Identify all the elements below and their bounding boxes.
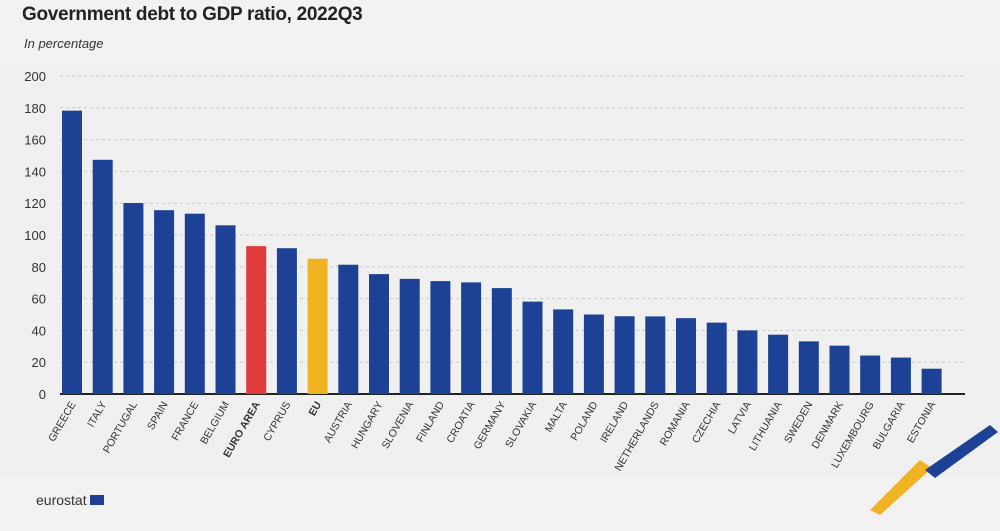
y-tick-label: 0 xyxy=(39,387,46,402)
bar-greece xyxy=(62,110,82,395)
y-tick-label: 40 xyxy=(32,323,46,338)
bar-spain xyxy=(154,210,175,394)
bar-bulgaria xyxy=(890,357,911,394)
bar-denmark xyxy=(829,345,850,394)
decorative-yellow-stripe xyxy=(870,460,932,515)
bar-slovakia xyxy=(522,301,543,394)
eurostat-logo: eurostat xyxy=(36,492,104,508)
y-tick-label: 180 xyxy=(24,101,46,116)
chart-subtitle: In percentage xyxy=(24,36,104,51)
y-tick-label: 140 xyxy=(24,164,46,179)
bar-netherlands xyxy=(645,316,666,394)
bar-malta xyxy=(553,309,574,394)
y-tick-label: 100 xyxy=(24,228,46,243)
y-tick-label: 80 xyxy=(32,260,46,275)
decorative-blue-stripe xyxy=(925,425,998,478)
bar-portugal xyxy=(123,203,144,394)
chart-title: Government debt to GDP ratio, 2022Q3 xyxy=(22,4,363,25)
bar-latvia xyxy=(737,330,758,394)
bar-slovenia xyxy=(399,278,420,394)
bar-austria xyxy=(338,264,359,394)
bar-italy xyxy=(92,159,113,394)
y-tick-label: 120 xyxy=(24,196,46,211)
bar-belgium xyxy=(215,225,236,394)
y-tick-label: 60 xyxy=(32,292,46,307)
bar-czechia xyxy=(706,322,727,394)
bar-france xyxy=(184,213,205,394)
brand-text: eurostat xyxy=(36,492,87,508)
bar-luxembourg xyxy=(860,355,881,394)
bar-eu xyxy=(307,258,328,394)
y-tick-label: 200 xyxy=(24,69,46,84)
bar-ireland xyxy=(614,316,635,394)
bar-finland xyxy=(430,281,451,394)
bar-euro-area xyxy=(246,246,267,394)
y-tick-label: 20 xyxy=(32,355,46,370)
y-tick-label: 160 xyxy=(24,133,46,148)
bar-cyprus xyxy=(276,248,297,394)
eu-flag-icon xyxy=(89,495,104,505)
bar-germany xyxy=(491,288,512,394)
bar-romania xyxy=(676,318,696,394)
bar-croatia xyxy=(461,282,482,394)
bar-poland xyxy=(583,314,604,394)
bar-hungary xyxy=(369,274,389,394)
bar-lithuania xyxy=(768,334,789,394)
bar-sweden xyxy=(798,341,819,394)
bar-estonia xyxy=(921,368,942,394)
